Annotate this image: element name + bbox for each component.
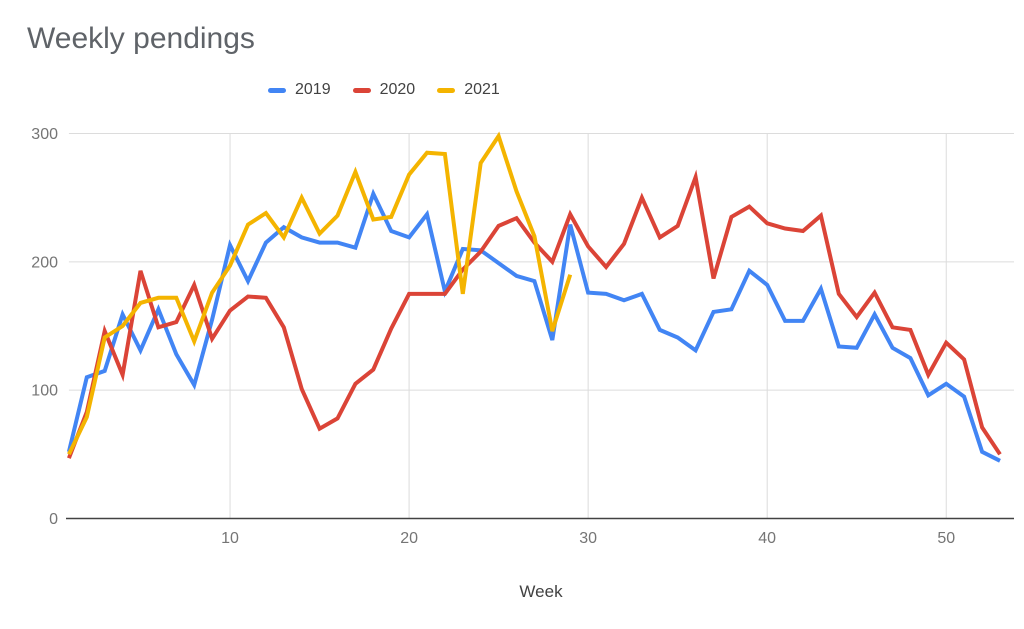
x-tick-label-40: 40 (758, 530, 776, 547)
x-axis-title: Week (519, 582, 563, 601)
series-line-2021[interactable] (67, 131, 573, 456)
legend-item-2020[interactable]: 2020 (352, 81, 416, 99)
x-tick-label-20: 20 (400, 530, 418, 547)
x-tick-label-30: 30 (579, 530, 597, 547)
y-tick-label-200: 200 (31, 254, 58, 271)
legend-swatch-2020-icon (352, 87, 371, 93)
legend-swatch-2019-icon (268, 87, 286, 93)
legend: 2019 2020 2021 (268, 80, 500, 100)
y-tick-label-300: 300 (31, 126, 58, 143)
legend-swatch-2021-icon (437, 87, 456, 93)
y-tick-label-100: 100 (31, 383, 58, 400)
chart-title: Weekly pendings (27, 22, 255, 55)
legend-item-2019[interactable]: 2019 (268, 81, 331, 99)
series-line-2019[interactable] (66, 188, 1001, 463)
x-tick-label-10: 10 (221, 530, 239, 547)
legend-label-2020: 2020 (379, 81, 416, 98)
x-tick-label-50: 50 (937, 530, 955, 547)
y-tick-label-0: 0 (49, 511, 58, 528)
legend-label-2019: 2019 (295, 81, 331, 98)
series-line-2020[interactable] (67, 169, 1002, 459)
legend-item-2021[interactable]: 2021 (437, 81, 500, 99)
legend-label-2021: 2021 (464, 81, 500, 98)
